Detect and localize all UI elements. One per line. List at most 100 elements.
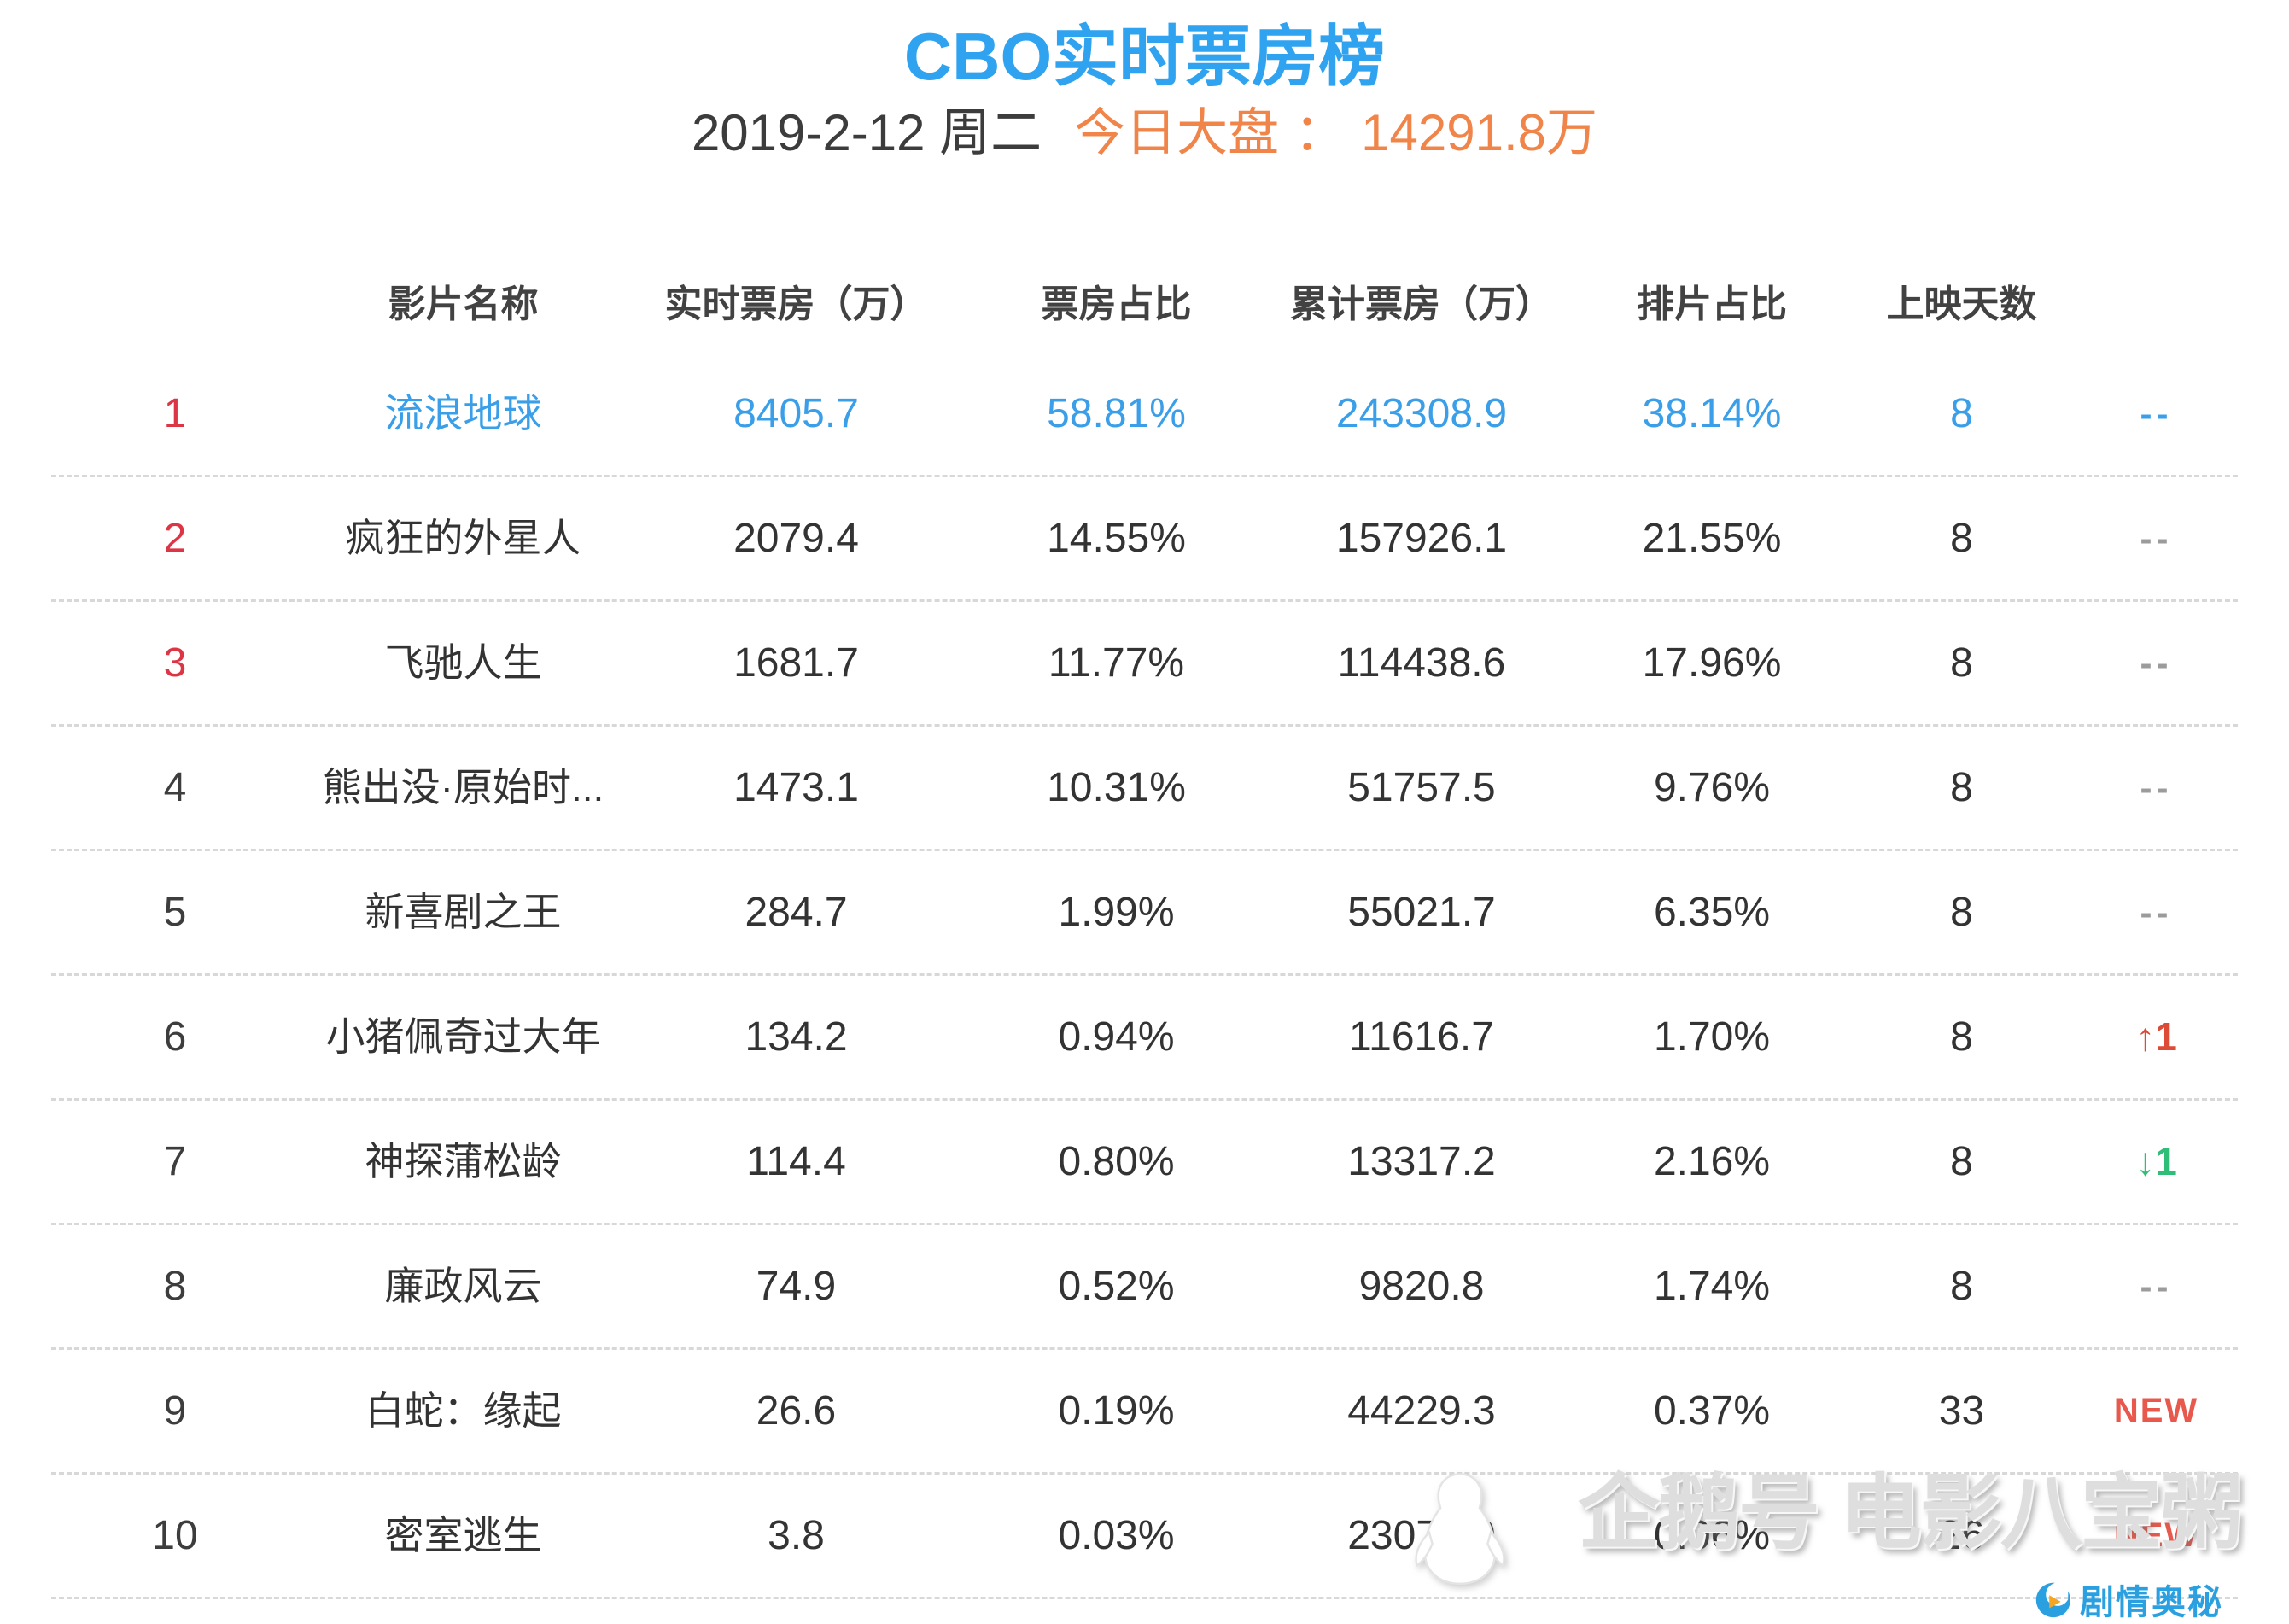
watermark-text: 企鹅号 电影八宝粥 — [1578, 1468, 2243, 1559]
share-cell: 0.03% — [1058, 1512, 1175, 1558]
page-title: CBO实时票房榜 — [903, 19, 1386, 94]
rank-up-indicator: ↑1 — [2135, 1014, 2177, 1059]
col-header-days: 上映天数 — [1886, 283, 2037, 325]
col-header-name: 影片名称 — [388, 283, 539, 325]
screening-cell: 38.14% — [1642, 390, 1782, 436]
table-row: 3 飞驰人生 1681.7 11.77% 114438.6 17.96% 8 -… — [51, 602, 2238, 727]
rank-cell: 7 — [163, 1138, 187, 1184]
days-cell: 8 — [1950, 1014, 1973, 1060]
cumulative-cell: 11616.7 — [1349, 1014, 1494, 1060]
col-header-screening: 排片占比 — [1637, 283, 1787, 325]
table-row: 7 神探蒲松龄 114.4 0.80% 13317.2 2.16% 8 ↓1 — [51, 1101, 2238, 1225]
realtime-cell: 26.6 — [756, 1387, 837, 1434]
realtime-cell: 284.7 — [745, 889, 848, 935]
no-change-indicator: -- — [2140, 642, 2173, 683]
screening-cell: 1.74% — [1653, 1263, 1771, 1309]
table-header-row: 影片名称 实时票房（万） 票房占比 累计票房（万） 排片占比 上映天数 — [51, 257, 2238, 353]
days-cell: 26 — [1938, 1512, 1985, 1558]
share-cell: 1.99% — [1058, 889, 1175, 935]
days-cell: 8 — [1950, 390, 1973, 436]
cumulative-cell: 157926.1 — [1335, 515, 1508, 561]
film-name-link[interactable]: 密室逃生 — [384, 1512, 542, 1557]
penguin-icon — [1415, 1473, 1505, 1586]
col-header-realtime: 实时票房（万） — [664, 283, 928, 325]
table-row: 8 廉政风云 74.9 0.52% 9820.8 1.74% 8 -- — [51, 1225, 2238, 1350]
days-cell: 8 — [1950, 1138, 1973, 1184]
date-text: 2019-2-12 周二 — [691, 103, 1042, 161]
play-icon — [2035, 1582, 2070, 1618]
realtime-cell: 2079.4 — [733, 515, 859, 561]
no-change-indicator: -- — [2140, 393, 2173, 434]
film-name-link[interactable]: 疯狂的外星人 — [345, 515, 581, 560]
rank-cell: 2 — [163, 515, 187, 561]
table-row: 5 新喜剧之王 284.7 1.99% 55021.7 6.35% 8 -- — [51, 851, 2238, 976]
days-cell: 8 — [1950, 764, 1973, 810]
realtime-cell: 134.2 — [745, 1014, 848, 1060]
subtitle-bar: 2019-2-12 周二 今日大盘： 14291.8万 — [0, 101, 2289, 165]
film-name-link[interactable]: 飞驰人生 — [384, 640, 542, 685]
rank-cell: 8 — [163, 1263, 187, 1309]
cumulative-cell: 114438.6 — [1337, 640, 1506, 686]
rank-cell: 1 — [163, 390, 187, 436]
days-cell: 8 — [1950, 889, 1973, 935]
days-cell: 33 — [1938, 1387, 1985, 1434]
screening-cell: 0.37% — [1653, 1387, 1771, 1434]
screening-cell: 2.16% — [1653, 1138, 1771, 1184]
rank-cell: 3 — [163, 640, 187, 686]
realtime-cell: 1473.1 — [733, 764, 859, 810]
table-row: 6 小猪佩奇过大年 134.2 0.94% 11616.7 1.70% 8 ↑1 — [51, 976, 2238, 1101]
screening-cell: 17.96% — [1642, 640, 1782, 686]
new-badge: NEW — [2113, 1391, 2199, 1429]
table-row: 2 疯狂的外星人 2079.4 14.55% 157926.1 21.55% 8… — [51, 477, 2238, 602]
rank-down-indicator: ↓1 — [2135, 1138, 2177, 1183]
share-cell: 11.77% — [1048, 640, 1185, 686]
film-name-link[interactable]: 廉政风云 — [384, 1263, 542, 1308]
days-cell: 8 — [1950, 515, 1973, 561]
rank-cell: 6 — [163, 1014, 187, 1060]
realtime-cell: 74.9 — [756, 1263, 837, 1309]
cumulative-cell: 13317.2 — [1347, 1138, 1496, 1184]
cumulative-cell: 44229.3 — [1347, 1387, 1496, 1434]
col-header-share: 票房占比 — [1041, 283, 1192, 325]
no-change-indicator: -- — [2140, 891, 2173, 932]
realtime-cell: 8405.7 — [733, 390, 859, 436]
market-colon: ： — [1294, 103, 1346, 161]
footer-logo: 剧情奥秘 — [2034, 1574, 2223, 1624]
film-name-link[interactable]: 神探蒲松龄 — [365, 1138, 562, 1183]
rank-cell: 10 — [152, 1512, 198, 1558]
footer-logo-text: 剧情奥秘 — [2080, 1584, 2223, 1621]
no-change-indicator: -- — [2140, 517, 2173, 558]
table-row: 9 白蛇：缘起 26.6 0.19% 44229.3 0.37% 33 NEW — [51, 1350, 2238, 1475]
no-change-indicator: -- — [2140, 1265, 2173, 1306]
film-name-link[interactable]: 熊出没·原始时... — [322, 764, 604, 809]
share-cell: 10.31% — [1047, 764, 1186, 810]
share-cell: 0.52% — [1058, 1263, 1175, 1309]
cumulative-cell: 9820.8 — [1358, 1263, 1485, 1309]
share-cell: 14.55% — [1047, 515, 1186, 561]
film-name-link[interactable]: 流浪地球 — [384, 390, 542, 435]
table-row: 1 流浪地球 8405.7 58.81% 243308.9 38.14% 8 -… — [51, 353, 2238, 477]
share-cell: 58.81% — [1047, 390, 1186, 436]
screening-cell: 6.35% — [1653, 889, 1771, 935]
days-cell: 8 — [1950, 1263, 1973, 1309]
share-cell: 0.94% — [1058, 1014, 1175, 1060]
new-badge: NEW — [2113, 1516, 2199, 1554]
screening-cell: 21.55% — [1642, 515, 1782, 561]
market-value: 14291.8万 — [1361, 103, 1598, 161]
film-name-link[interactable]: 白蛇：缘起 — [365, 1387, 562, 1433]
market-label: 今日大盘 — [1074, 103, 1280, 161]
rank-cell: 5 — [163, 889, 187, 935]
cumulative-cell: 243308.9 — [1335, 390, 1508, 436]
cumulative-cell: 55021.7 — [1347, 889, 1496, 935]
realtime-cell: 114.4 — [746, 1138, 846, 1184]
realtime-cell: 1681.7 — [733, 640, 859, 686]
share-cell: 0.80% — [1058, 1138, 1175, 1184]
no-change-indicator: -- — [2140, 767, 2173, 808]
box-office-table: 影片名称 实时票房（万） 票房占比 累计票房（万） 排片占比 上映天数 1 流浪… — [51, 257, 2238, 1599]
film-name-link[interactable]: 小猪佩奇过大年 — [325, 1014, 601, 1059]
cumulative-cell: 51757.5 — [1347, 764, 1496, 810]
realtime-cell: 3.8 — [768, 1512, 825, 1558]
screening-cell: 9.76% — [1653, 764, 1771, 810]
table-row: 4 熊出没·原始时... 1473.1 10.31% 51757.5 9.76%… — [51, 727, 2238, 851]
film-name-link[interactable]: 新喜剧之王 — [365, 889, 562, 934]
